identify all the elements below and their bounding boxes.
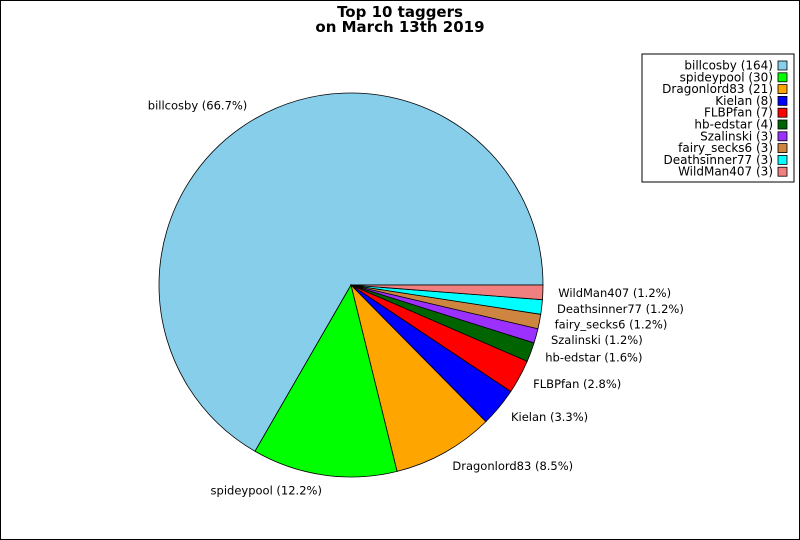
legend-entry-deathsinner77: Deathsinner77 (3) (664, 153, 773, 167)
legend-entry-billcosby: billcosby (164) (684, 59, 773, 73)
slice-label-spideypool: spideypool (12.2%) (211, 483, 322, 497)
legend-entry-dragonlord83: Dragonlord83 (21) (662, 82, 773, 96)
legend-swatch-hb-edstar (777, 119, 788, 130)
slice-label-kielan: Kielan (3.3%) (511, 410, 588, 424)
legend-entry-spideypool: spideypool (30) (680, 70, 773, 84)
slice-label-wildman407: WildMan407 (1.2%) (558, 286, 671, 300)
legend-entry-szalinski: Szalinski (3) (700, 129, 773, 143)
legend-swatch-szalinski (777, 131, 788, 142)
slice-label-hb-edstar: hb-edstar (1.6%) (545, 351, 642, 365)
legend-entry-hb-edstar: hb-edstar (4) (694, 118, 773, 132)
pie-slice-dragonlord83 (350, 283, 487, 472)
slice-label-szalinski: Szalinski (1.2%) (551, 333, 643, 347)
chart-subtitle: on March 13th 2019 (315, 18, 484, 36)
legend-swatch-kielan (777, 96, 788, 106)
legend-entry-wildman407: WildMan407 (3) (678, 165, 773, 179)
legend-entry-kielan: Kielan (8) (715, 94, 773, 108)
slice-label-flbpfan: FLBPfan (2.8%) (533, 377, 621, 391)
legend-swatch-billcosby (777, 60, 788, 71)
legend-box (641, 53, 795, 183)
legend: billcosby (164)spideypool (30)Dragonlord… (641, 53, 795, 183)
legend-swatch-wildman407 (777, 166, 788, 177)
legend-swatch-deathsinner77 (777, 154, 788, 165)
chart-title: Top 10 taggers (337, 3, 463, 21)
legend-swatch-spideypool (777, 72, 788, 83)
pie-slices (158, 92, 544, 478)
legend-swatch-fairy-secks6 (777, 143, 788, 154)
legend-entry-flbpfan: FLBPfan (7) (704, 106, 773, 120)
legend-entry-fairy-secks6: fairy_secks6 (3) (678, 141, 773, 155)
pie-slice-wildman407 (350, 284, 544, 301)
legend-swatch-flbpfan (777, 107, 788, 118)
slice-label-dragonlord83: Dragonlord83 (8.5%) (452, 459, 573, 473)
slice-label-fairy-secks6: fairy_secks6 (1.2%) (555, 317, 668, 331)
pie-labels: billcosby (66.7%) spideypool (12.2%) Drago… (148, 98, 684, 497)
pie-slice-billcosby (158, 92, 544, 452)
pie-slice-spideypool (254, 283, 398, 478)
slice-label-deathsinner77: Deathsinner77 (1.2%) (557, 302, 684, 316)
legend-swatch-dragonlord83 (777, 84, 788, 94)
slice-label-billcosby: billcosby (66.7%) (148, 98, 248, 112)
